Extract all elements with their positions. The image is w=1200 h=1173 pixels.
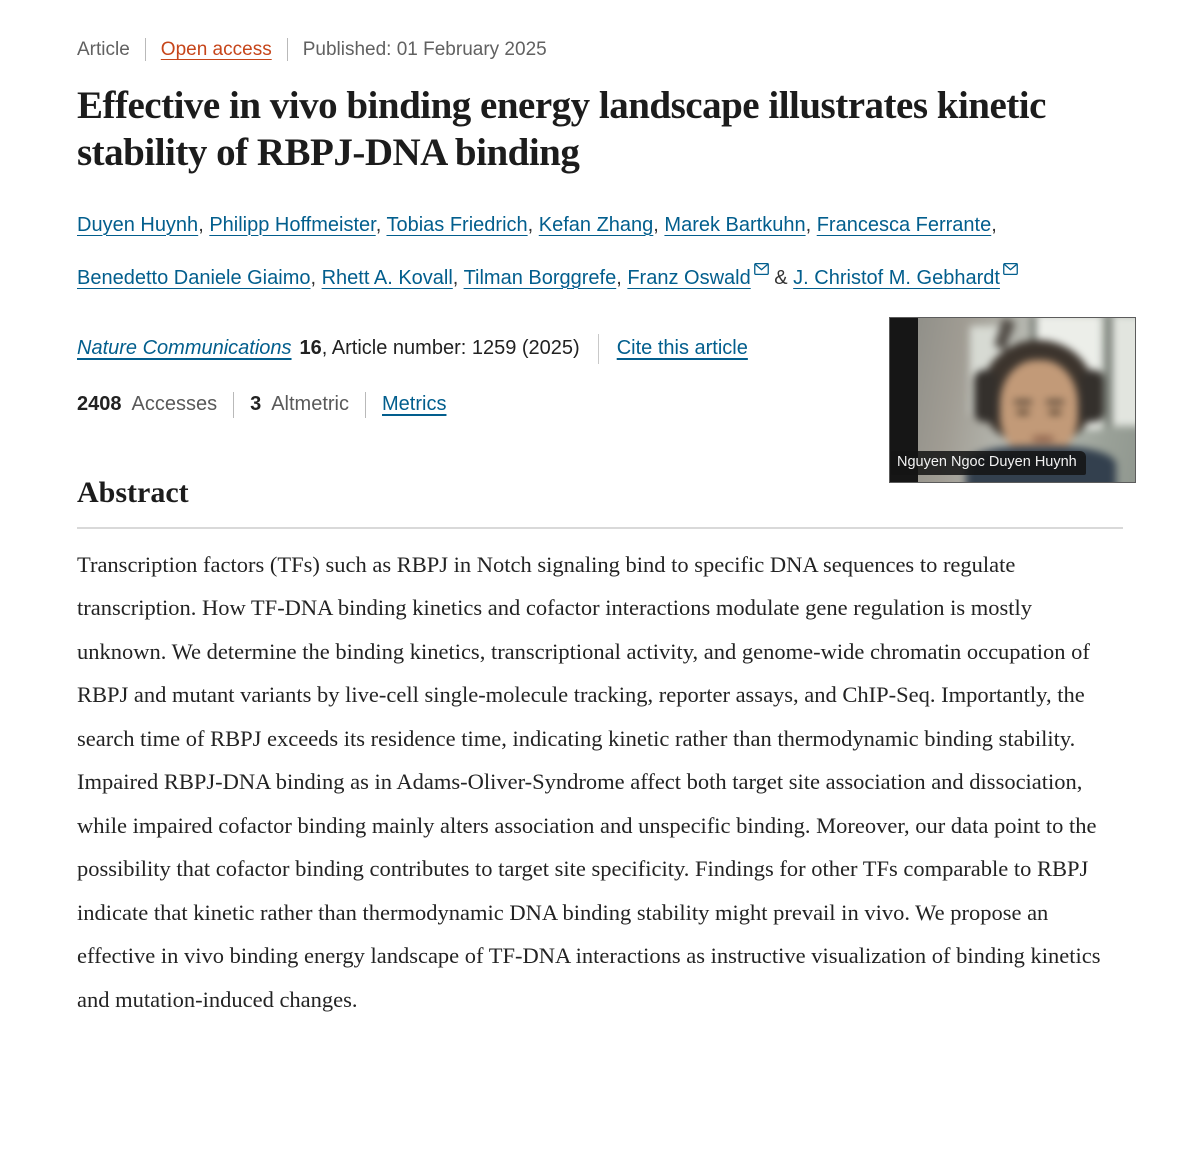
published-date: Published: 01 February 2025 bbox=[302, 38, 547, 60]
article-number: , Article number: 1259 (2025) bbox=[321, 337, 580, 360]
email-icon[interactable] bbox=[753, 247, 769, 291]
author-link[interactable]: Benedetto Daniele Giaimo bbox=[77, 266, 311, 289]
person-eye bbox=[1048, 410, 1062, 415]
author-separator: & bbox=[768, 266, 794, 289]
headphone-left bbox=[974, 370, 998, 422]
author-separator: , bbox=[198, 213, 210, 236]
author-link[interactable]: Kefan Zhang bbox=[538, 213, 654, 236]
author-separator: , bbox=[375, 213, 387, 236]
author-separator: , bbox=[452, 266, 464, 289]
metrics-divider bbox=[233, 391, 235, 418]
journal-link[interactable]: Nature Communications bbox=[77, 337, 292, 360]
email-icon[interactable] bbox=[1003, 247, 1018, 291]
author-separator: , bbox=[653, 213, 665, 236]
altmetric-count: 3 bbox=[250, 393, 262, 416]
article-page: Article Open access Published: 01 Februa… bbox=[77, 38, 1123, 1012]
author-separator: , bbox=[991, 213, 997, 236]
meta-divider bbox=[286, 38, 288, 61]
author-link[interactable]: Duyen Huynh bbox=[77, 213, 199, 236]
altmetric-label: Altmetric bbox=[271, 393, 350, 416]
webcam-overlay: Nguyen Ngoc Duyen Huynh bbox=[889, 317, 1136, 483]
author-link[interactable]: J. Christof M. Gebhardt bbox=[793, 266, 1000, 289]
author-link[interactable]: Rhett A. Kovall bbox=[321, 266, 453, 289]
author-link[interactable]: Tilman Borggrefe bbox=[463, 266, 617, 289]
person-mouth bbox=[1032, 436, 1054, 442]
metrics-row: 2408 Accesses 3 Altmetric Metrics bbox=[77, 391, 1123, 418]
journal-row: Nature Communications 16 , Article numbe… bbox=[77, 333, 1123, 364]
accesses-label: Accesses bbox=[131, 393, 218, 416]
article-type-label: Article bbox=[77, 38, 130, 60]
page-title: Effective in vivo binding energy landsca… bbox=[77, 84, 1046, 174]
author-separator: , bbox=[805, 213, 817, 236]
author-link[interactable]: Franz Oswald bbox=[627, 266, 751, 289]
abstract-heading: Abstract bbox=[77, 475, 189, 509]
person-eyebrow bbox=[1014, 400, 1032, 404]
author-link[interactable]: Marek Bartkuhn bbox=[664, 213, 806, 236]
person-eye bbox=[1016, 410, 1030, 415]
author-link[interactable]: Francesca Ferrante bbox=[816, 213, 992, 236]
participant-name-label: Nguyen Ngoc Duyen Huynh bbox=[891, 451, 1086, 475]
meta-divider bbox=[144, 38, 146, 61]
author-link[interactable]: Philipp Hoffmeister bbox=[209, 213, 376, 236]
journal-divider bbox=[597, 333, 599, 364]
person-eyebrow bbox=[1046, 400, 1064, 404]
accesses-count: 2408 bbox=[77, 393, 122, 416]
window-pane bbox=[1107, 318, 1135, 426]
journal-volume: 16 bbox=[299, 337, 322, 360]
author-separator: , bbox=[310, 266, 322, 289]
abstract-divider bbox=[77, 526, 1123, 529]
author-separator: , bbox=[527, 213, 539, 236]
cite-this-article-link[interactable]: Cite this article bbox=[616, 337, 748, 360]
author-list: Duyen Huynh, Philipp Hoffmeister, Tobias… bbox=[77, 203, 1123, 300]
metrics-link[interactable]: Metrics bbox=[382, 393, 447, 416]
author-link[interactable]: Tobias Friedrich bbox=[386, 213, 528, 236]
article-meta-row: Article Open access Published: 01 Februa… bbox=[77, 38, 1123, 61]
open-access-link[interactable]: Open access bbox=[160, 38, 272, 60]
abstract-text: Transcription factors (TFs) such as RBPJ… bbox=[77, 551, 1101, 1012]
author-separator: , bbox=[616, 266, 628, 289]
headphone-right bbox=[1080, 370, 1104, 422]
metrics-divider bbox=[365, 391, 367, 418]
